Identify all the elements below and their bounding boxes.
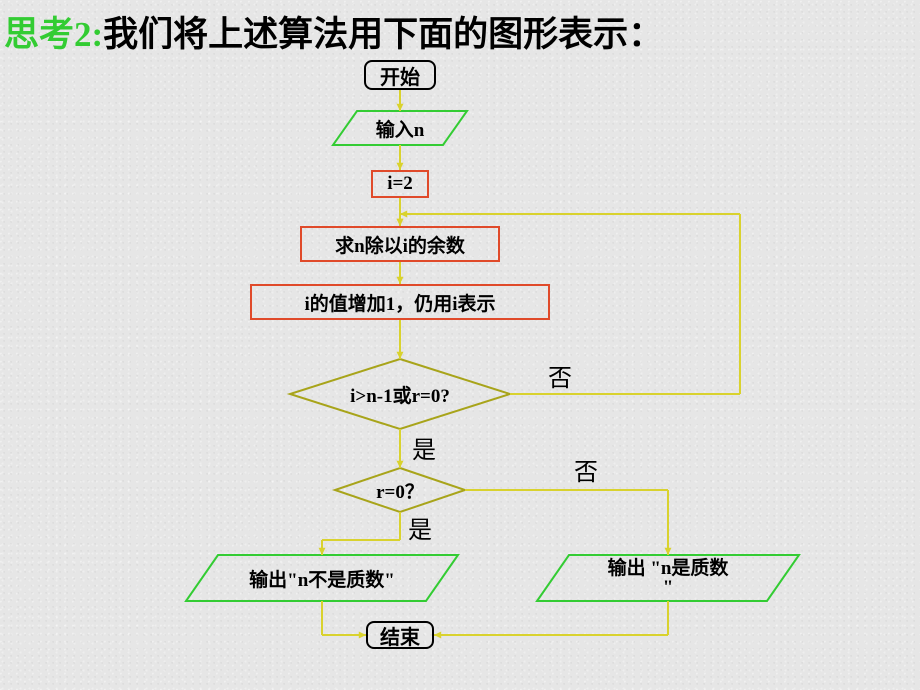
label-no-2: 否 bbox=[574, 452, 598, 487]
dec1-label: i>n-1或r=0? bbox=[350, 381, 450, 408]
label-yes-2: 是 bbox=[408, 510, 432, 545]
init-label: i=2 bbox=[387, 173, 413, 195]
outyes-label-2: " bbox=[663, 578, 674, 597]
io-input: 输入n bbox=[345, 111, 455, 145]
decision-rzero: r=0？ bbox=[335, 468, 465, 512]
label-yes-1: 是 bbox=[412, 430, 436, 465]
process-remainder: 求n除以i的余数 bbox=[300, 226, 500, 262]
io-output-notprime: 输出"n不是质数" bbox=[202, 555, 442, 601]
inc-label: i的值增加1，仍用i表示 bbox=[304, 289, 495, 316]
outno-label: 输出"n不是质数" bbox=[249, 565, 395, 592]
label-no-1: 否 bbox=[548, 358, 572, 393]
input-label: 输入n bbox=[376, 115, 425, 142]
start-label: 开始 bbox=[380, 61, 420, 90]
outyes-label-1: 输出 "n是质数 bbox=[608, 559, 729, 578]
terminal-start: 开始 bbox=[364, 60, 436, 90]
io-output-prime: 输出 "n是质数 " bbox=[553, 555, 783, 601]
process-increment: i的值增加1，仍用i表示 bbox=[250, 284, 550, 320]
rem-label: 求n除以i的余数 bbox=[335, 231, 465, 258]
dec2-label: r=0？ bbox=[376, 477, 424, 504]
end-label: 结束 bbox=[380, 621, 420, 650]
decision-loop: i>n-1或r=0? bbox=[290, 359, 510, 429]
terminal-end: 结束 bbox=[366, 621, 434, 649]
process-init: i=2 bbox=[371, 170, 429, 198]
